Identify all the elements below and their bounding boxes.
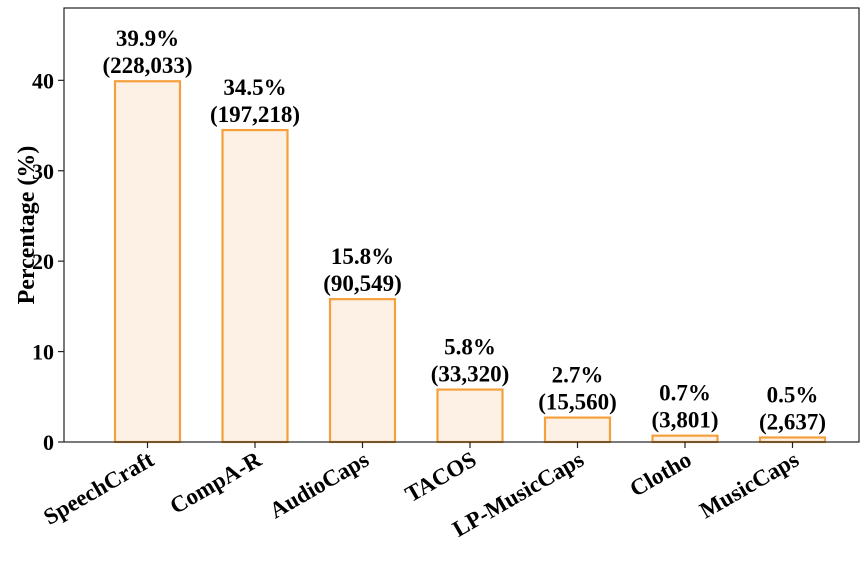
bar-musiccaps	[758, 436, 827, 444]
x-axis: SpeechCraft CompA-R AudioCaps TACOSLP-Music…	[39, 442, 803, 542]
value-label-compa-r: 34.5%	[223, 75, 286, 100]
y-tick-label-0: 0	[43, 430, 54, 455]
y-axis-label: Percentage (%)	[14, 146, 40, 305]
bar-lp-musiccaps	[543, 416, 612, 444]
bar-audiocaps	[328, 298, 397, 444]
count-label-speechcraft: (228,033)	[102, 53, 192, 78]
x-tick-label-musiccaps: MusicCaps	[695, 447, 803, 524]
value-label-clotho: 0.7%	[659, 381, 711, 406]
y-tick-label-20: 20	[32, 249, 54, 274]
bar-compa-r	[221, 128, 289, 444]
plot-frame	[63, 7, 860, 443]
value-label-lp-musiccaps: 2.7%	[552, 363, 604, 388]
count-label-tacos: (33,320)	[431, 362, 510, 387]
x-tick-label-clotho: Clotho	[625, 447, 695, 502]
bars	[113, 80, 827, 444]
x-tick-label-compa-r: CompA-R	[166, 446, 266, 518]
bar-clotho	[651, 434, 719, 444]
value-label-musiccaps: 0.5%	[767, 382, 819, 407]
x-tick-label-speechcraft: SpeechCraft	[39, 447, 158, 530]
value-label-speechcraft: 39.9%	[116, 26, 179, 51]
bar-speechcraft	[113, 80, 182, 444]
count-label-lp-musiccaps: (15,560)	[538, 390, 617, 415]
count-label-audiocaps: (90,549)	[323, 271, 402, 296]
y-axis: 0 10 20 30 40	[32, 68, 64, 455]
count-label-clotho: (3,801)	[651, 408, 718, 433]
count-label-musiccaps: (2,637)	[759, 409, 826, 434]
y-tick-label-10: 10	[32, 340, 54, 365]
x-tick-label-tacos: TACOS	[401, 447, 481, 507]
count-label-compa-r: (197,218)	[210, 102, 300, 127]
bar-labels: 39.9%(228,033) 34.5%(197,218) 15.8%(90,549…	[102, 26, 826, 434]
bar-tacos	[436, 388, 504, 444]
value-label-audiocaps: 15.8%	[331, 244, 394, 269]
y-tick-label-30: 30	[32, 159, 54, 184]
y-tick-label-40: 40	[32, 68, 54, 93]
value-label-tacos: 5.8%	[444, 335, 496, 360]
x-tick-label-audiocaps: AudioCaps	[265, 447, 373, 524]
